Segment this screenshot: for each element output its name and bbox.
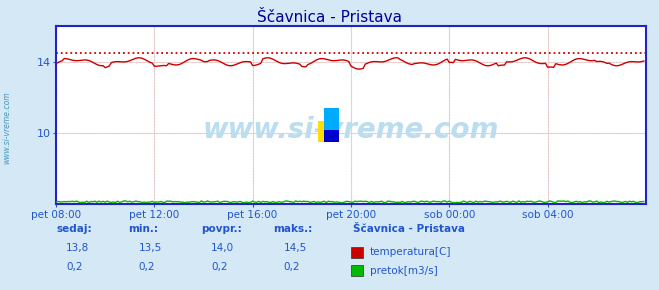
Text: min.:: min.: [129,224,159,234]
Text: pretok[m3/s]: pretok[m3/s] [370,266,438,276]
Text: povpr.:: povpr.: [201,224,242,234]
Text: Ščavnica - Pristava: Ščavnica - Pristava [353,224,465,234]
Text: temperatura[C]: temperatura[C] [370,247,451,257]
Bar [318,121,333,142]
Text: www.si-vreme.com: www.si-vreme.com [203,115,499,144]
Text: 0,2: 0,2 [283,262,300,272]
Text: 14,5: 14,5 [283,243,306,253]
Text: 0,2: 0,2 [138,262,155,272]
Text: Ščavnica - Pristava: Ščavnica - Pristava [257,10,402,25]
Text: 0,2: 0,2 [66,262,82,272]
Text: sedaj:: sedaj: [56,224,92,234]
Text: 13,5: 13,5 [138,243,161,253]
Text: 13,8: 13,8 [66,243,89,253]
Text: 14,0: 14,0 [211,243,234,253]
Text: 0,2: 0,2 [211,262,227,272]
Text: maks.:: maks.: [273,224,313,234]
Bar [324,130,339,142]
Bar [324,108,339,130]
Text: www.si-vreme.com: www.si-vreme.com [2,91,11,164]
